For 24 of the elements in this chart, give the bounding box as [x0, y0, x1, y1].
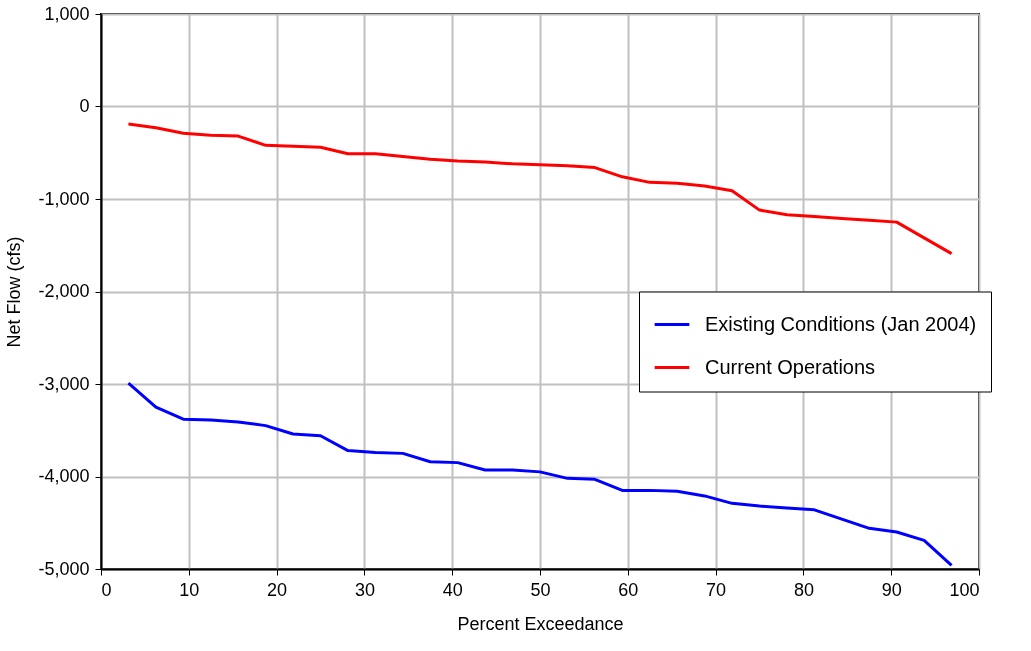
line-series [126, 122, 954, 256]
x-tick-label: 70 [706, 579, 727, 600]
y-axis-title: Net Flow (cfs) [4, 236, 25, 348]
x-tick-label: 90 [881, 579, 902, 600]
x-tick-label: 80 [793, 579, 814, 600]
x-tick-label: 10 [179, 579, 200, 600]
x-tick-label: 20 [267, 579, 288, 600]
y-tick-label: 1,000 [44, 3, 90, 24]
x-tick-label: 0 [101, 579, 112, 600]
line-series [126, 381, 954, 567]
x-axis-title: Percent Exceedance [457, 613, 624, 634]
x-tick-label: 50 [530, 579, 551, 600]
x-tick-label: 60 [618, 579, 639, 600]
y-tick-label: 0 [79, 96, 90, 116]
y-tick-label: -1,000 [38, 188, 90, 209]
legend-label: Existing Conditions (Jan 2004) [705, 312, 977, 335]
legend-label: Current Operations [705, 355, 876, 378]
y-tick-label: -4,000 [38, 466, 90, 486]
y-tick-label: -5,000 [38, 558, 90, 579]
y-tick-label: -2,000 [38, 281, 90, 301]
y-tick-label: -3,000 [38, 373, 90, 394]
x-tick-label: 30 [354, 579, 375, 600]
x-tick-label: 40 [442, 579, 463, 600]
x-tick-label: 100 [949, 579, 980, 600]
